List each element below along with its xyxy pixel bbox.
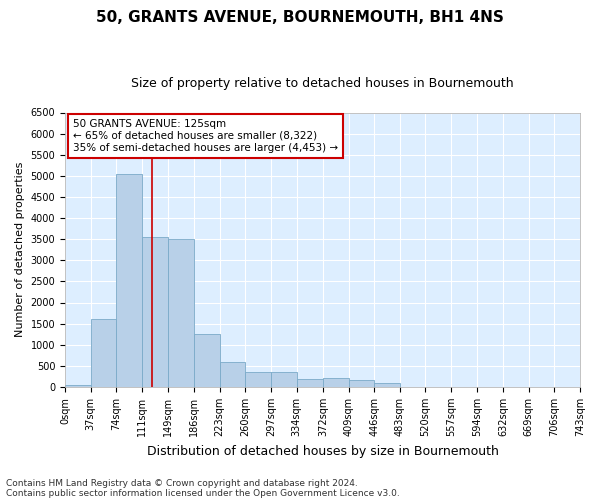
- Bar: [65, 385, 91, 387]
- Bar: [245, 372, 271, 387]
- Title: Size of property relative to detached houses in Bournemouth: Size of property relative to detached ho…: [131, 78, 514, 90]
- Bar: [220, 362, 245, 387]
- X-axis label: Distribution of detached houses by size in Bournemouth: Distribution of detached houses by size …: [146, 444, 499, 458]
- Text: Contains HM Land Registry data © Crown copyright and database right 2024.: Contains HM Land Registry data © Crown c…: [6, 478, 358, 488]
- Bar: [323, 378, 349, 387]
- Bar: [116, 174, 142, 387]
- Text: Contains public sector information licensed under the Open Government Licence v3: Contains public sector information licen…: [6, 488, 400, 498]
- Text: 50 GRANTS AVENUE: 125sqm
← 65% of detached houses are smaller (8,322)
35% of sem: 50 GRANTS AVENUE: 125sqm ← 65% of detach…: [73, 120, 338, 152]
- Y-axis label: Number of detached properties: Number of detached properties: [15, 162, 25, 338]
- Bar: [142, 237, 168, 387]
- Text: 50, GRANTS AVENUE, BOURNEMOUTH, BH1 4NS: 50, GRANTS AVENUE, BOURNEMOUTH, BH1 4NS: [96, 10, 504, 25]
- Bar: [271, 372, 296, 387]
- Bar: [296, 378, 323, 387]
- Bar: [349, 380, 374, 387]
- Bar: [168, 239, 194, 387]
- Bar: [194, 334, 220, 387]
- Bar: [91, 320, 116, 387]
- Bar: [374, 382, 400, 387]
